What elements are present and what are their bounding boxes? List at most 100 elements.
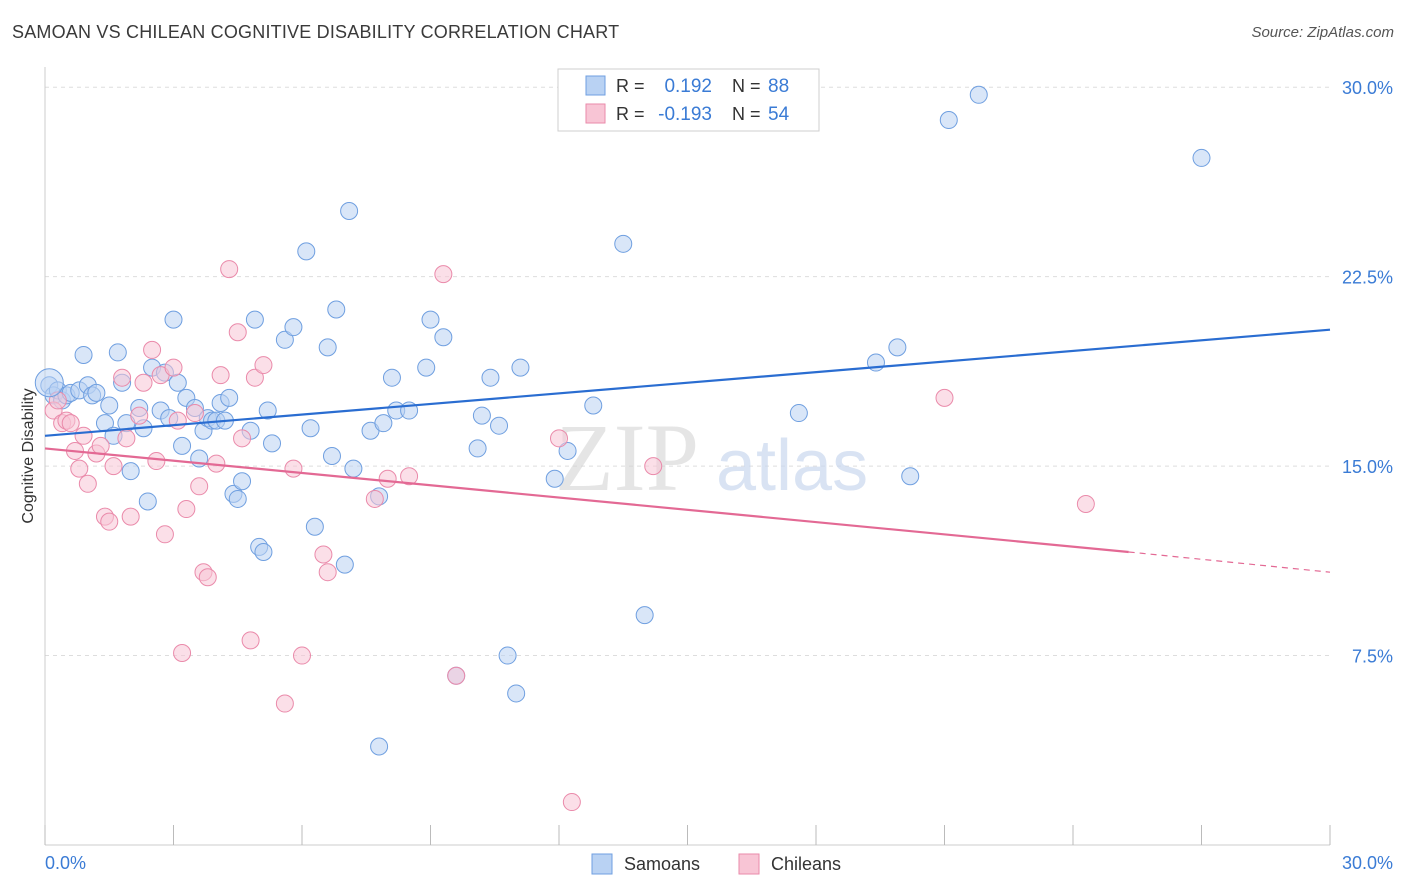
chilean-point-41 — [293, 646, 311, 665]
y-tick-label-0: 7.5% — [1352, 647, 1393, 667]
samoan-point-57 — [344, 459, 363, 478]
samoan-point-74 — [511, 358, 530, 377]
chilean-point-39 — [275, 694, 294, 713]
chilean-point-52 — [935, 388, 954, 407]
axes — [44, 67, 1331, 846]
tick-labels: 7.5% 15.0% 22.5% 30.0% 0.0% 30.0% — [45, 78, 1393, 873]
samoan-point-83 — [901, 467, 920, 486]
chilean-point-37 — [245, 368, 264, 387]
chilean-point-30 — [198, 568, 217, 587]
chilean-point-48 — [447, 666, 466, 685]
source-label: Source: ZipAtlas.com — [1251, 24, 1394, 41]
chilean-point-28 — [190, 477, 209, 496]
samoan-point-27 — [173, 436, 192, 455]
samoan-point-51 — [305, 517, 324, 536]
samoan-point-39 — [228, 489, 247, 508]
samoan-point-75 — [545, 469, 564, 488]
samoan-point-25 — [164, 310, 183, 329]
legend-n-label-1: N = — [732, 76, 761, 96]
samoan-point-42 — [245, 310, 264, 329]
y-axis-label: Cognitive Disability — [20, 388, 37, 523]
correlation-legend: R = 0.192 N = 88 R = -0.193 N = 54 — [557, 68, 820, 132]
chilean-point-46 — [400, 467, 419, 486]
legend-swatch-chileans-bottom — [738, 853, 760, 875]
samoan-cluster-point — [34, 368, 64, 398]
samoan-point-70 — [481, 368, 500, 387]
samoan-point-82 — [888, 338, 907, 357]
chilean-point-45 — [378, 469, 397, 488]
legend-label-samoans: Samoans — [624, 854, 700, 874]
samoan-point-53 — [322, 447, 341, 465]
samoan-point-66 — [434, 328, 453, 347]
samoan-point-14 — [108, 343, 127, 362]
samoan-point-71 — [490, 416, 509, 435]
chilean-point-10 — [91, 436, 110, 455]
samoan-point-44 — [254, 542, 273, 561]
chilean-point-25 — [173, 644, 192, 663]
chilean-point-40 — [284, 459, 303, 478]
chilean-point-38 — [254, 356, 273, 375]
grid-lines — [45, 86, 1330, 657]
legend-swatch-samoans-bottom — [591, 853, 613, 875]
samoan-trend-line — [44, 328, 1331, 437]
watermark-zip: ZIP — [555, 404, 699, 511]
samoan-point-72 — [498, 646, 517, 665]
chilean-point-47 — [434, 265, 453, 284]
chilean-point-22 — [155, 525, 174, 544]
samoan-point-52 — [318, 338, 337, 357]
watermark-atlas: atlas — [716, 426, 868, 506]
chilean-point-17 — [130, 406, 149, 425]
samoan-point-77 — [584, 396, 603, 415]
chilean-point-33 — [220, 260, 239, 279]
samoan-point-84 — [939, 111, 958, 130]
chilean-point-35 — [233, 429, 252, 448]
samoan-point-64 — [417, 358, 436, 377]
x-tick-label-0: 0.0% — [45, 853, 86, 873]
samoan-point-55 — [335, 555, 354, 574]
samoan-point-10 — [87, 383, 106, 402]
samoan-point-78 — [614, 234, 633, 253]
samoan-point-20 — [138, 492, 157, 511]
chilean-point-7 — [74, 426, 93, 445]
legend-r-label-2: R = — [616, 104, 645, 124]
samoan-point-69 — [472, 406, 491, 425]
chilean-point-42 — [314, 545, 333, 564]
samoan-point-17 — [121, 462, 140, 481]
samoan-point-46 — [263, 434, 282, 453]
samoan-point-60 — [374, 414, 393, 433]
trend-lines — [44, 328, 1331, 573]
chilean-trend-extension — [1128, 551, 1331, 573]
legend-r-value-1: 0.192 — [664, 76, 712, 97]
chilean-point-20 — [147, 452, 166, 471]
samoan-point-48 — [284, 318, 303, 337]
legend-swatch-chileans — [585, 103, 606, 124]
chilean-point-14 — [113, 368, 132, 387]
chilean-point-53 — [1076, 494, 1095, 513]
legend-r-value-2: -0.193 — [658, 104, 712, 125]
chilean-point-49 — [550, 429, 568, 448]
samoan-point-76 — [558, 441, 577, 460]
samoan-point-49 — [297, 242, 316, 261]
y-tick-label-3: 30.0% — [1342, 78, 1393, 98]
samoan-point-12 — [100, 396, 119, 415]
chilean-point-19 — [143, 340, 162, 359]
chilean-point-4 — [61, 414, 80, 433]
chilean-point-13 — [104, 457, 123, 476]
samoan-point-86 — [1192, 148, 1211, 167]
samoan-point-37 — [220, 388, 239, 407]
samoan-point-80 — [789, 404, 808, 423]
x-tick-label-1: 30.0% — [1342, 853, 1393, 873]
chilean-point-15 — [117, 429, 136, 448]
chart-title: SAMOAN VS CHILEAN COGNITIVE DISABILITY C… — [12, 22, 620, 42]
samoan-point-68 — [468, 439, 487, 458]
chilean-point-44 — [365, 489, 384, 508]
chilean-point-8 — [78, 474, 97, 493]
legend-swatch-samoans — [585, 75, 606, 96]
samoan-point-50 — [301, 419, 320, 438]
samoan-point-45 — [258, 401, 277, 420]
chilean-point-26 — [177, 500, 196, 519]
samoan-point-26 — [168, 373, 187, 392]
samoan-point-61 — [382, 368, 401, 387]
legend-n-label-2: N = — [732, 104, 761, 124]
